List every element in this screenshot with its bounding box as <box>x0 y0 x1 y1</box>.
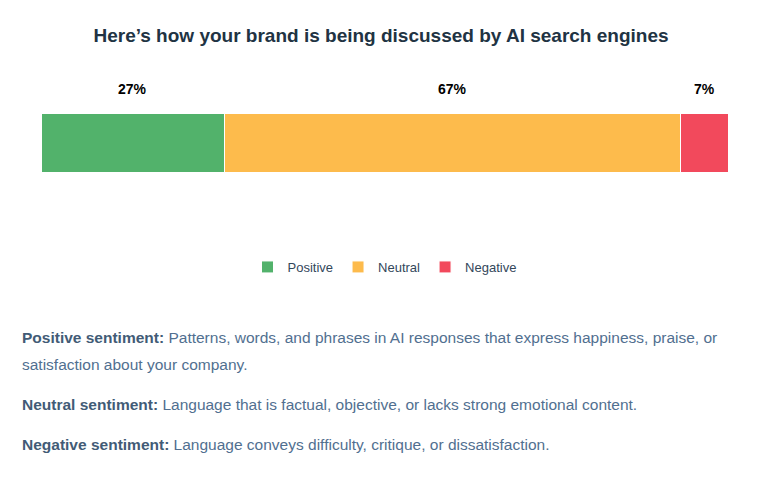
svg-text:67%: 67% <box>438 81 467 97</box>
svg-text:7%: 7% <box>694 81 715 97</box>
svg-text:27%: 27% <box>118 81 147 97</box>
svg-text:Here’s how your brand is being: Here’s how your brand is being discussed… <box>93 25 668 46</box>
html-text:Neutral sentiment: Language th: Neutral sentiment: Language that is fact… <box>22 396 638 413</box>
svg-text:Negative: Negative <box>465 260 516 275</box>
svg-text:Neutral: Neutral <box>378 260 420 275</box>
html-text:Positive sentiment: Patterns,: Positive sentiment: Patterns, words, and… <box>22 329 718 373</box>
svg-text:Positive: Positive <box>288 260 334 275</box>
html-text:Negative sentiment: Language c: Negative sentiment: Language conveys dif… <box>22 436 550 453</box>
